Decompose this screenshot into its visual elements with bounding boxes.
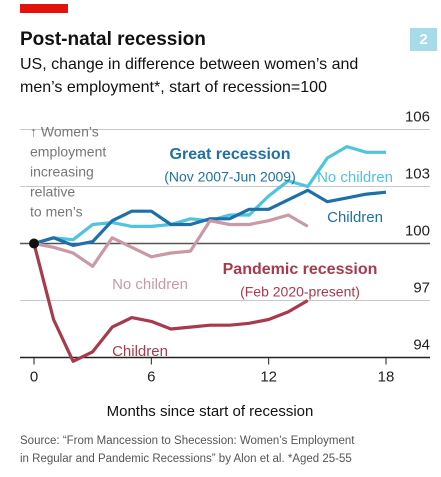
- group-label: Great recession: [170, 146, 291, 163]
- source: Source: “From Mancession to Shecession: …: [20, 435, 355, 447]
- tag: [20, 4, 68, 13]
- annotation: relative: [30, 184, 75, 200]
- start-dot: [29, 238, 39, 249]
- subtitle: men’s employment*, start of recession=10…: [20, 79, 327, 96]
- source: in Regular and Pandemic Recessions” by A…: [20, 453, 352, 465]
- y-tick-label: 94: [413, 336, 430, 353]
- x-tick-label: 18: [378, 368, 395, 385]
- series-line: [33, 213, 309, 268]
- group-sublabel: (Feb 2020-present): [240, 284, 360, 300]
- x-tick-label: 12: [260, 368, 277, 385]
- y-tick-label: 106: [405, 108, 430, 125]
- subtitle: US, change in difference between women’s…: [20, 56, 358, 73]
- legend-label: No children: [317, 169, 393, 186]
- annotation: employment: [30, 144, 106, 160]
- group-label: Pandemic recession: [223, 261, 378, 278]
- annotation: ↑ Women’s: [30, 124, 99, 140]
- chart-title: Post-natal recession: [20, 29, 206, 50]
- badge-box: [410, 28, 437, 51]
- legend-label: Children: [112, 343, 168, 360]
- legend-label: No children: [112, 276, 188, 293]
- group-sublabel: (Nov 2007-Jun 2009): [164, 169, 296, 185]
- y-tick-label: 103: [405, 165, 430, 182]
- y-tick-label: 97: [413, 279, 430, 296]
- series-line: [32, 243, 309, 363]
- series-line: [33, 188, 387, 247]
- x-tick-label: 6: [147, 368, 155, 385]
- annotation: increasing: [30, 164, 94, 180]
- annotation: to men’s: [30, 204, 83, 220]
- badge: 2: [419, 31, 427, 48]
- x-axis-label: Months since start of recession: [107, 403, 314, 420]
- y-tick-label: 100: [405, 222, 430, 239]
- x-tick-label: 0: [30, 368, 38, 385]
- legend-label: Children: [327, 209, 383, 226]
